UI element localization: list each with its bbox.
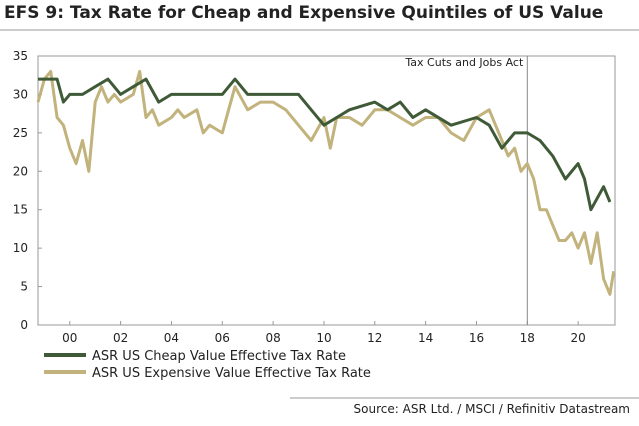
x-tick-label: 02 bbox=[113, 331, 128, 345]
y-tick-label: 0 bbox=[20, 318, 28, 332]
series-line bbox=[36, 69, 616, 296]
source: Source: ASR Ltd. / MSCI / Refinitiv Data… bbox=[354, 402, 630, 416]
x-tick-label: 18 bbox=[520, 331, 535, 345]
x-tick-label: 20 bbox=[571, 331, 586, 345]
legend-label: ASR US Expensive Value Effective Tax Rat… bbox=[92, 366, 371, 381]
x-tick-label: 00 bbox=[62, 331, 77, 345]
chart-title: EFS 9: Tax Rate for Cheap and Expensive … bbox=[4, 3, 603, 23]
y-tick-label: 15 bbox=[13, 203, 28, 217]
x-tick-label: 12 bbox=[367, 331, 382, 345]
y-tick-label: 35 bbox=[13, 49, 28, 63]
series-line bbox=[38, 77, 612, 212]
x-tick-label: 14 bbox=[418, 331, 433, 345]
x-tick-label: 10 bbox=[316, 331, 331, 345]
x-tick-label: 08 bbox=[265, 331, 280, 345]
y-tick-label: 5 bbox=[20, 280, 28, 294]
plot-frame bbox=[37, 55, 616, 326]
y-tick-label: 25 bbox=[13, 126, 28, 140]
y-tick-label: 10 bbox=[13, 241, 28, 255]
x-tick-label: 04 bbox=[164, 331, 179, 345]
y-tick-label: 30 bbox=[13, 87, 28, 101]
event-label: Tax Cuts and Jobs Act bbox=[404, 56, 524, 69]
legend-label: ASR US Cheap Value Effective Tax Rate bbox=[92, 349, 346, 364]
y-tick-label: 20 bbox=[13, 164, 28, 178]
x-tick-label: 16 bbox=[469, 331, 484, 345]
x-tick-label: 06 bbox=[215, 331, 230, 345]
